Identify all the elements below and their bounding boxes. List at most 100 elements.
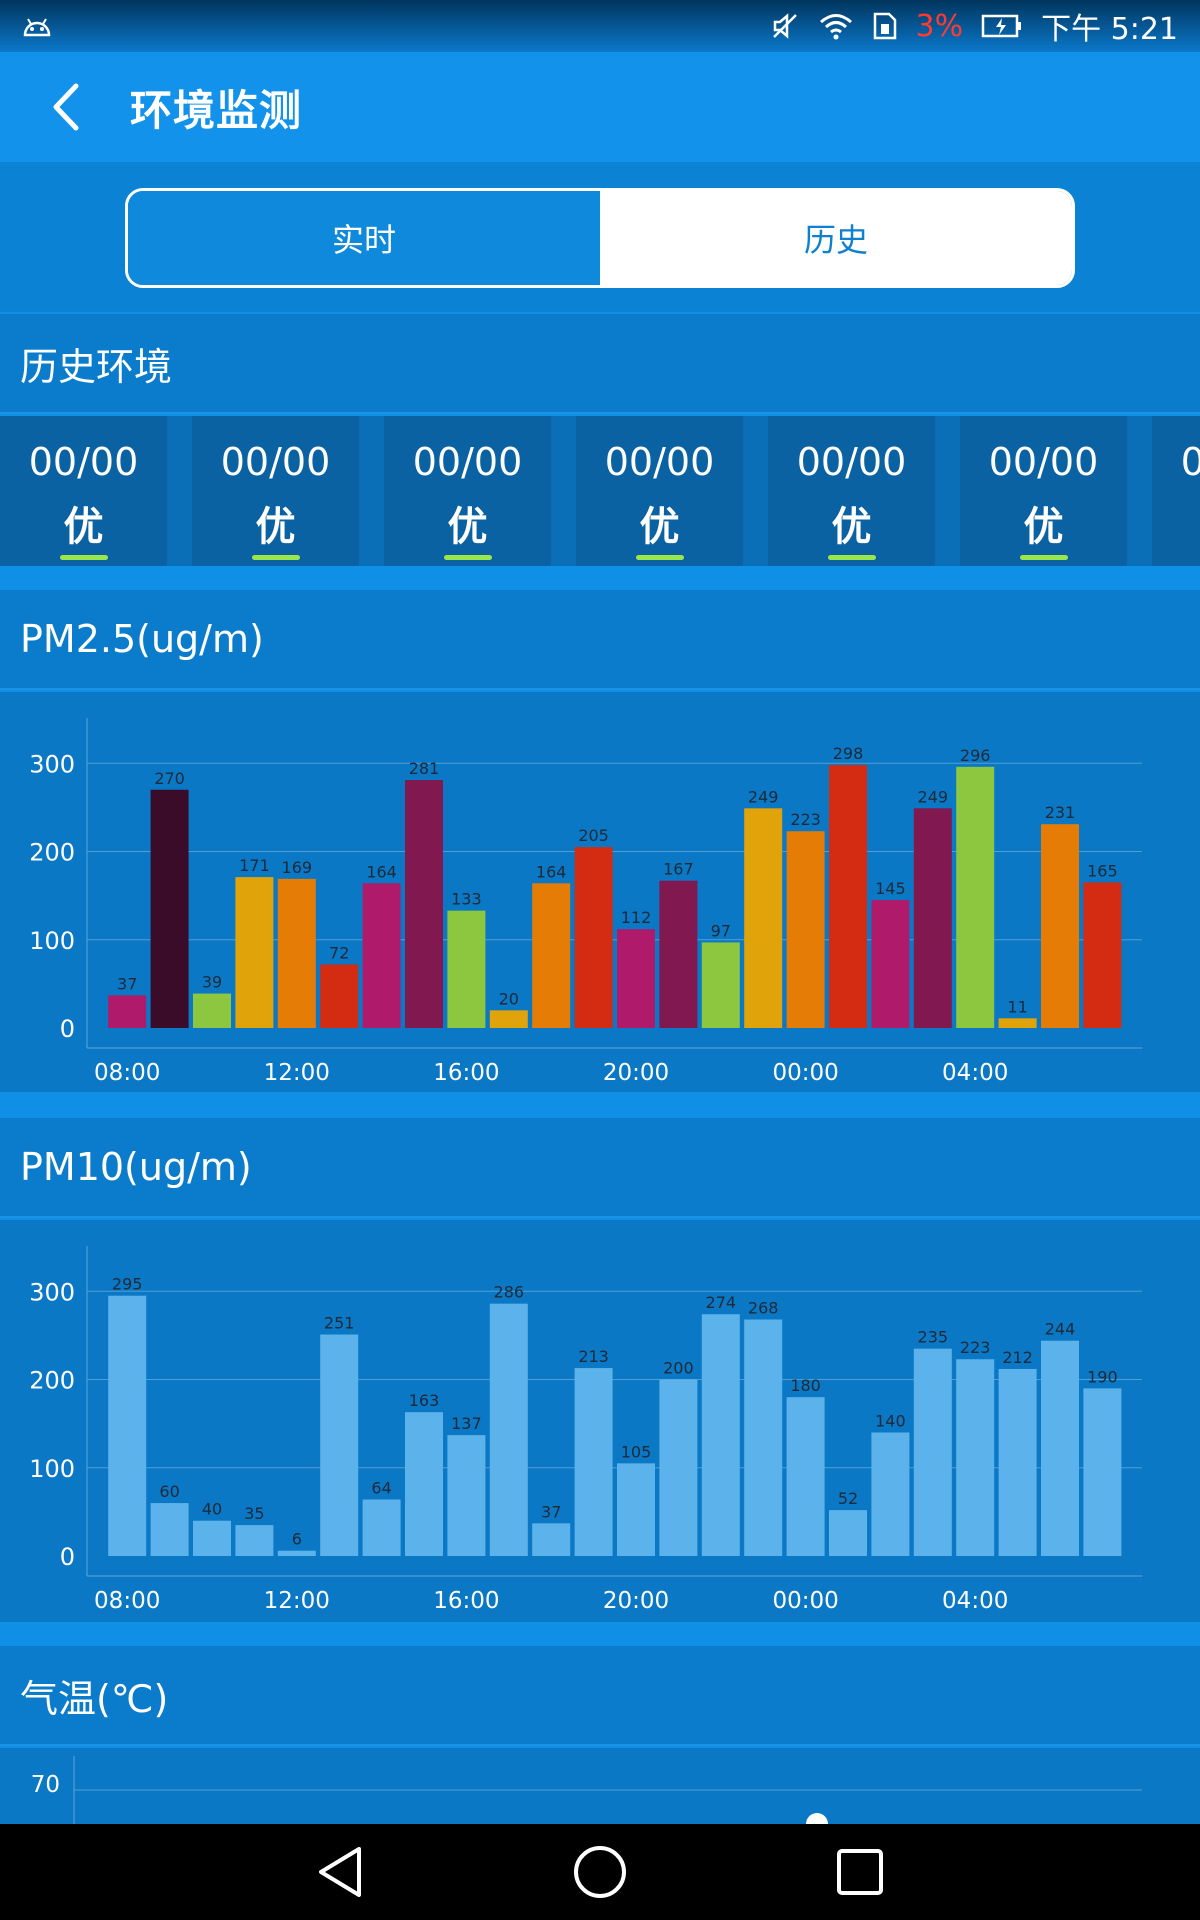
history-day-card[interactable]: 00/00优 <box>1152 416 1200 566</box>
pm10-bar-value-label: 140 <box>875 1411 906 1430</box>
pm10-bar-value-label: 274 <box>706 1293 737 1312</box>
status-time: 下午 5:21 <box>1041 12 1178 47</box>
pm10-bar-value-label: 105 <box>621 1442 652 1461</box>
pm10-bar <box>489 1303 528 1556</box>
temperature-y-tick-label: 70 <box>31 1772 60 1798</box>
pm25-chart: 0 100 200 300 37 270 39 171 169 72 164 281 133 20 164 2… <box>29 718 1142 1086</box>
pm25-bar-value-label: 167 <box>663 860 694 879</box>
pm25-x-tick-label: 04:00 <box>942 1060 1008 1086</box>
pm10-bar-value-label: 223 <box>960 1338 991 1357</box>
pm25-x-tick-label: 20:00 <box>603 1060 669 1086</box>
pm10-bar <box>829 1510 867 1556</box>
pm25-bar-value-label: 164 <box>366 862 397 881</box>
pm10-bar <box>320 1334 359 1556</box>
temperature-data-point <box>806 1813 828 1824</box>
pm25-bar <box>235 877 274 1028</box>
battery-percent: 3% <box>915 8 964 44</box>
pm25-bar-value-label: 298 <box>833 744 864 763</box>
segment-wrap: 实时 历史 <box>0 162 1200 312</box>
pm10-y-tick-label: 100 <box>29 1455 75 1483</box>
pm10-bar <box>447 1435 486 1556</box>
pm25-bar-value-label: 281 <box>409 759 440 778</box>
pm10-bar <box>998 1368 1037 1556</box>
temperature-chart-panel: 70 <box>0 1748 1200 1824</box>
pm25-bar-value-label: 169 <box>282 858 313 877</box>
nav-home-button[interactable] <box>540 1824 660 1920</box>
section-gap <box>0 1092 1200 1118</box>
pm25-bar-value-label: 205 <box>578 826 609 845</box>
pm25-section-title: PM2.5(ug/m) <box>0 590 1200 690</box>
pm25-bar-value-label: 296 <box>960 746 991 765</box>
pm10-title: PM10(ug/m) <box>20 1145 252 1189</box>
pm25-bar-value-label: 165 <box>1087 861 1118 880</box>
history-day-list[interactable]: 00/00 优 00/00 优 00/00 优 00/00 优 00/00 优 00/00 优 00/0… <box>0 416 1200 566</box>
pm10-bar-value-label: 52 <box>838 1489 858 1508</box>
section-gap <box>0 566 1200 590</box>
back-button[interactable] <box>0 52 130 162</box>
pm10-bar <box>193 1520 231 1556</box>
pm25-bar-value-label: 249 <box>918 787 949 806</box>
pm25-y-tick-label: 0 <box>60 1015 75 1043</box>
pm25-bar <box>829 765 867 1028</box>
pm10-bar-value-label: 268 <box>748 1299 779 1318</box>
pm10-bar-value-label: 180 <box>790 1376 821 1395</box>
battery-charging-icon <box>981 11 1023 41</box>
history-day-level: 优 <box>1023 504 1064 550</box>
pm10-bar-value-label: 295 <box>112 1275 143 1294</box>
pm10-bar-value-label: 40 <box>202 1500 222 1519</box>
pm10-bar-value-label: 200 <box>663 1359 694 1378</box>
history-section-title: 历史环境 <box>0 314 1200 414</box>
pm25-bar <box>744 808 783 1028</box>
history-level-indicator <box>1019 555 1068 560</box>
pm25-y-tick-label: 200 <box>29 839 75 867</box>
pm10-bar-value-label: 60 <box>159 1482 179 1501</box>
pm10-bar-value-label: 190 <box>1087 1367 1118 1386</box>
tab-history[interactable]: 历史 <box>600 191 1072 285</box>
pm10-bar <box>574 1368 613 1556</box>
app-header: 环境监测 <box>0 52 1200 162</box>
home-circle-icon <box>572 1844 628 1900</box>
temperature-title: 气温(℃) <box>20 1676 169 1721</box>
segment-control: 实时 历史 <box>125 188 1075 288</box>
nav-recents-button[interactable] <box>800 1824 920 1920</box>
pm25-bar <box>532 883 571 1028</box>
history-level-indicator <box>635 555 684 560</box>
pm10-bar <box>744 1319 783 1556</box>
pm25-bar <box>1083 882 1122 1028</box>
recents-square-icon <box>835 1847 885 1897</box>
pm25-bar <box>956 766 995 1028</box>
sim-icon <box>872 11 898 41</box>
nav-back-button[interactable] <box>280 1824 400 1920</box>
pm25-bar <box>913 808 952 1028</box>
pm10-bar-value-label: 235 <box>918 1328 949 1347</box>
history-day-date: 00/00 <box>28 440 139 484</box>
history-level-indicator <box>827 555 876 560</box>
pm25-bar <box>701 942 740 1028</box>
history-day-date: 00/00 <box>1180 440 1200 484</box>
chevron-left-icon <box>48 82 82 132</box>
pm25-bar-value-label: 37 <box>117 974 137 993</box>
pm10-chart-panel: 0 100 200 300 295 60 40 35 6 251 64 163 137 286 37 213 1… <box>0 1220 1200 1622</box>
pm25-x-tick-label: 00:00 <box>772 1060 838 1086</box>
nav-bar <box>0 1824 1200 1920</box>
pm10-bar-value-label: 286 <box>494 1283 525 1302</box>
pm10-bar-value-label: 244 <box>1045 1320 1076 1339</box>
pm10-bar-value-label: 64 <box>371 1479 391 1498</box>
pm25-bar-value-label: 20 <box>499 989 519 1008</box>
pm10-x-tick-label: 08:00 <box>94 1588 160 1614</box>
tab-realtime[interactable]: 实时 <box>128 191 600 285</box>
pm25-bar-value-label: 249 <box>748 787 779 806</box>
temperature-section-title: 气温(℃) <box>0 1646 1200 1746</box>
pm10-bar <box>956 1359 995 1556</box>
pm10-bar <box>277 1550 316 1556</box>
pm25-bar-value-label: 164 <box>536 862 567 881</box>
pm10-chart: 0 100 200 300 295 60 40 35 6 251 64 163 137 286 37 213 1… <box>29 1246 1142 1614</box>
history-day-date: 00/00 <box>412 440 523 484</box>
pm25-bar-value-label: 145 <box>875 879 906 898</box>
